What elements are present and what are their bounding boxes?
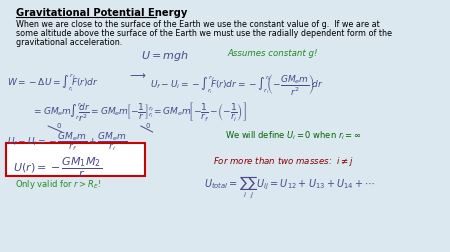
Text: $0$: $0$ <box>56 120 62 130</box>
Text: We will define $U_i = 0$ when $r_i = \infty$: We will define $U_i = 0$ when $r_i = \in… <box>225 130 362 142</box>
Text: $\longrightarrow$: $\longrightarrow$ <box>127 70 147 80</box>
Text: $U_{total}=\sum_i\sum_j U_{ij}=U_{12}+U_{13}+U_{14}+\cdots$: $U_{total}=\sum_i\sum_j U_{ij}=U_{12}+U_… <box>204 174 375 200</box>
Text: $U = mgh$: $U = mgh$ <box>141 49 189 63</box>
Text: some altitude above the surface of the Earth we must use the radially dependent : some altitude above the surface of the E… <box>16 29 392 38</box>
FancyBboxPatch shape <box>6 143 145 176</box>
Text: $U_f - U_i = -\dfrac{GM_e m}{r_f}+\dfrac{GM_e m}{r_i}$: $U_f - U_i = -\dfrac{GM_e m}{r_f}+\dfrac… <box>7 130 127 152</box>
Text: $0$: $0$ <box>145 120 151 130</box>
Text: $U(r)=-\dfrac{GM_1 M_2}{r}$: $U(r)=-\dfrac{GM_1 M_2}{r}$ <box>13 155 102 180</box>
Text: gravitational acceleration.: gravitational acceleration. <box>16 38 122 47</box>
Text: Gravitational Potential Energy: Gravitational Potential Energy <box>16 8 188 18</box>
Text: Only valid for $r > R_E$!: Only valid for $r > R_E$! <box>14 177 101 190</box>
Text: $U_f-U_i=-\int_{r_i}^{r_f}\!\!F(r)dr=-\int_{r_i}^{r_f}\!\!\left(-\dfrac{GM_e m}{: $U_f-U_i=-\int_{r_i}^{r_f}\!\!F(r)dr=-\i… <box>150 72 324 97</box>
Text: $W=-\Delta U=\int_{r_i}^{r_f}\!\!F(r)dr$: $W=-\Delta U=\int_{r_i}^{r_f}\!\!F(r)dr$ <box>7 72 99 94</box>
Text: Assumes constant g!: Assumes constant g! <box>227 49 318 58</box>
Text: $=GM_e m\!\int_{r_i}^{r_f}\!\!\dfrac{dr}{r^2}=GM_e m\!\left[-\dfrac{1}{r}\right]: $=GM_e m\!\int_{r_i}^{r_f}\!\!\dfrac{dr}… <box>32 100 247 123</box>
Text: When we are close to the surface of the Earth we use the constant value of g.  I: When we are close to the surface of the … <box>16 20 380 29</box>
Text: For more than two masses:  $i \neq j$: For more than two masses: $i \neq j$ <box>213 154 354 167</box>
